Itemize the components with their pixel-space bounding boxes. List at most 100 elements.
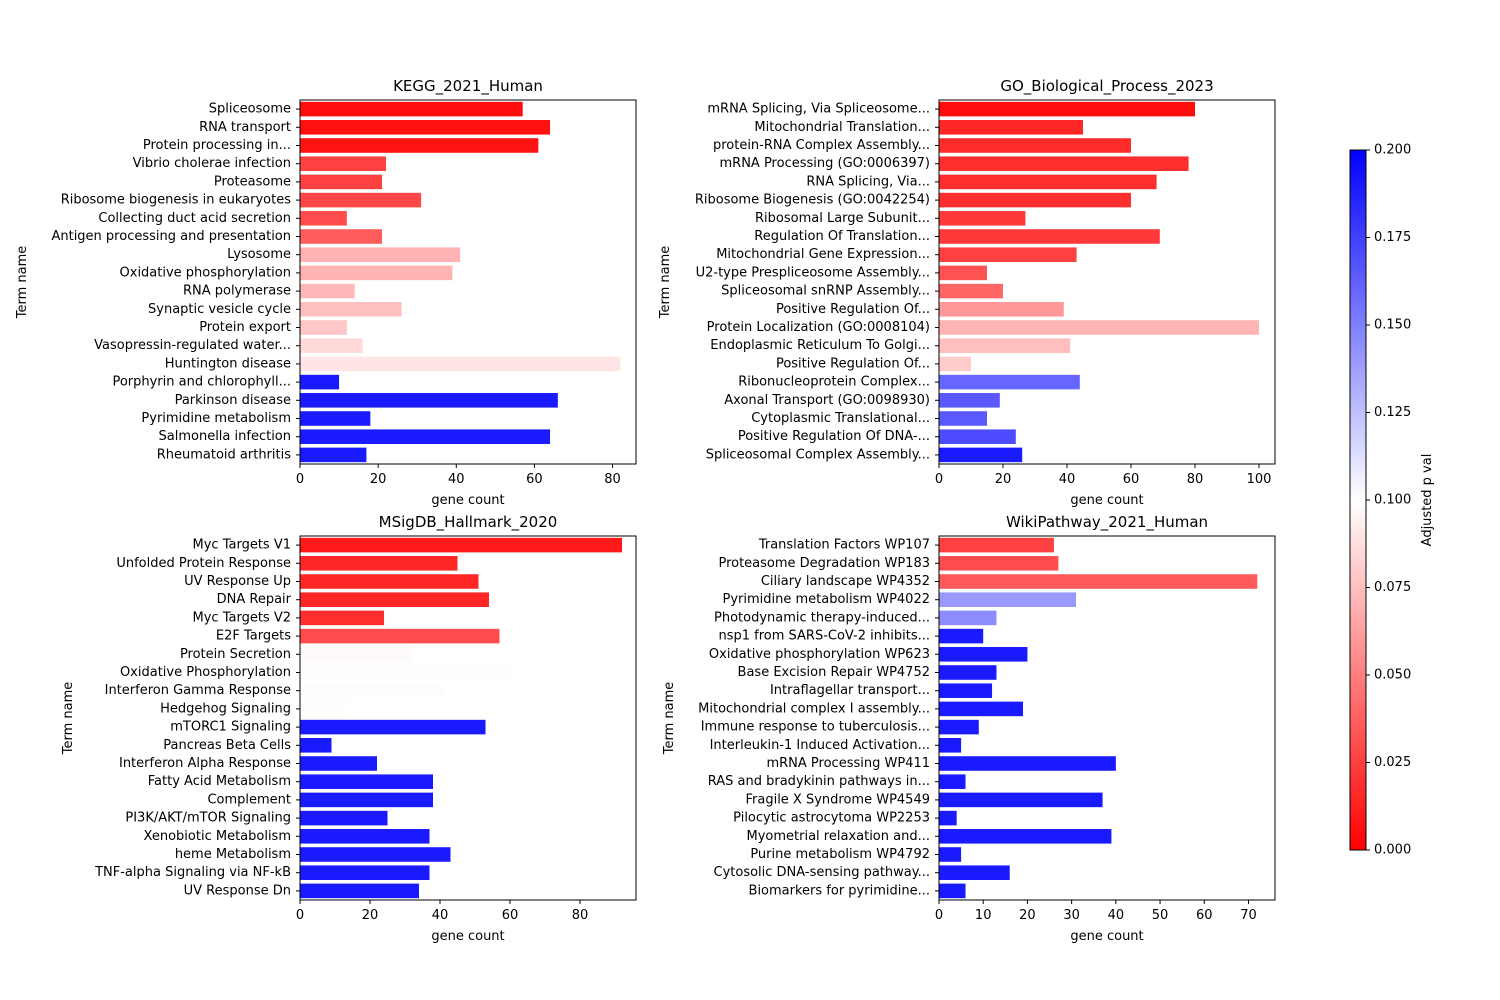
colorbar-tick-label: 0.000 [1374, 843, 1411, 858]
y-tick-label: RNA Splicing, Via... [806, 174, 930, 189]
y-axis-label: Term name [15, 246, 30, 320]
x-tick-label: 0 [296, 908, 304, 923]
y-tick-label: Purine metabolism WP4792 [750, 847, 930, 862]
bar [300, 429, 551, 444]
y-tick-label: Unfolded Protein Response [116, 556, 291, 571]
y-tick-label: Complement [207, 792, 291, 807]
y-tick-label: Lysosome [227, 247, 291, 262]
colorbar-tick-label: 0.025 [1374, 755, 1411, 770]
bar [939, 665, 997, 680]
y-axis-label: Term name [61, 682, 76, 756]
y-tick-label: Mitochondrial complex I assembly... [698, 701, 930, 716]
x-tick-label: 0 [296, 472, 304, 487]
bar [939, 556, 1059, 571]
panel-title: KEGG_2021_Human [393, 77, 543, 96]
y-tick-label: mTORC1 Signaling [170, 720, 291, 735]
bar [939, 628, 984, 644]
y-tick-label: RAS and bradykinin pathways in... [708, 774, 930, 789]
bar [939, 101, 1195, 117]
y-tick-label: UV Response Dn [184, 883, 291, 898]
y-tick-label: Spliceosome [209, 102, 291, 117]
y-tick-label: Antigen processing and presentation [51, 229, 291, 244]
plot-frame [299, 99, 637, 465]
bar [300, 865, 430, 880]
bar [300, 338, 363, 353]
bar [939, 138, 1131, 153]
y-tick-label: Endoplasmic Reticulum To Golgi... [710, 338, 930, 353]
x-tick-label: 40 [448, 472, 465, 487]
bar [300, 792, 433, 808]
bar [300, 156, 386, 171]
bar [300, 756, 377, 771]
y-tick-label: Spliceosomal Complex Assembly... [706, 447, 930, 462]
y-tick-label: Collecting duct acid secretion [98, 211, 291, 226]
bar [300, 847, 451, 862]
y-tick-label: TNF-alpha Signaling via NF-kB [94, 865, 291, 880]
y-tick-label: heme Metabolism [175, 847, 291, 862]
bar [300, 229, 383, 244]
x-tick-label: 0 [935, 908, 943, 923]
y-tick-label: Photodynamic therapy-induced... [714, 610, 930, 625]
x-axis-label: gene count [1070, 929, 1143, 944]
bar [939, 393, 1000, 408]
y-tick-label: Ribonucleoprotein Complex... [738, 375, 930, 390]
bar [300, 302, 402, 317]
bar [300, 810, 388, 826]
bar [300, 138, 539, 153]
bar [300, 101, 523, 117]
y-tick-label: Oxidative Phosphorylation [120, 665, 291, 680]
bar [300, 647, 412, 662]
y-tick-label: Pyrimidine metabolism [141, 411, 291, 426]
y-tick-label: Vasopressin-regulated water... [94, 338, 291, 353]
bar [300, 683, 444, 698]
bar [939, 829, 1112, 844]
bar [300, 774, 433, 789]
bar [300, 120, 551, 135]
x-tick-label: 40 [432, 908, 449, 923]
x-axis-label: gene count [431, 929, 504, 944]
bar [939, 174, 1157, 190]
colorbar-tick-label: 0.125 [1374, 405, 1411, 420]
bar [939, 247, 1077, 262]
y-tick-label: RNA transport [199, 120, 291, 135]
bar [939, 683, 993, 698]
bar [300, 247, 461, 262]
bar [300, 556, 458, 571]
x-tick-label: 80 [1187, 472, 1204, 487]
bar [939, 592, 1077, 607]
bar [300, 174, 383, 190]
x-tick-label: 70 [1240, 908, 1257, 923]
bar [939, 429, 1016, 444]
bar [300, 628, 500, 644]
y-tick-label: Oxidative phosphorylation WP623 [709, 647, 930, 662]
y-tick-label: Myc Targets V1 [193, 538, 291, 553]
y-tick-label: Ciliary landscape WP4352 [761, 574, 930, 589]
bar [300, 211, 347, 226]
y-tick-label: Myc Targets V2 [193, 610, 291, 625]
bar [939, 610, 997, 626]
bar [939, 411, 987, 426]
x-tick-label: 30 [1063, 908, 1080, 923]
x-tick-label: 60 [526, 472, 543, 487]
bar [300, 411, 371, 426]
y-tick-label: Ribosome biogenesis in eukaryotes [61, 193, 292, 208]
y-tick-label: Proteasome Degradation WP183 [718, 556, 930, 571]
x-tick-label: 40 [1059, 472, 1076, 487]
y-tick-label: Xenobiotic Metabolism [144, 829, 291, 844]
bar [939, 229, 1160, 244]
y-tick-label: Ribosomal Large Subunit... [755, 211, 930, 226]
x-tick-label: 60 [502, 908, 519, 923]
y-axis-label: Term name [658, 246, 673, 320]
y-tick-label: Myometrial relaxation and... [747, 829, 930, 844]
x-tick-label: 20 [362, 908, 379, 923]
colorbar-label: Adjusted p val [1420, 454, 1435, 547]
bar [939, 120, 1083, 135]
y-tick-label: mRNA Processing WP411 [766, 756, 930, 771]
y-tick-label: Pilocytic astrocytoma WP2253 [733, 811, 930, 826]
bar [939, 738, 962, 753]
bar [939, 574, 1258, 589]
x-axis-label: gene count [1070, 493, 1143, 508]
x-tick-label: 60 [1123, 472, 1140, 487]
y-tick-label: U2-type Prespliceosome Assembly... [696, 265, 930, 280]
